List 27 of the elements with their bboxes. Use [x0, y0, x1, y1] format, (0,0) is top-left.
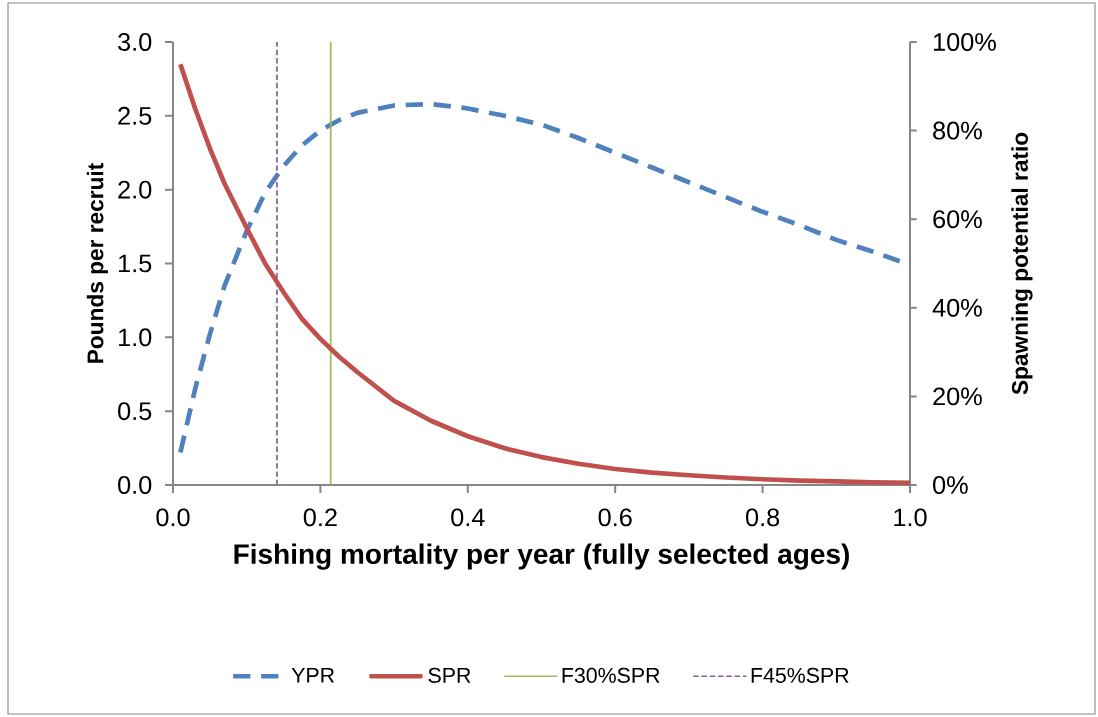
x-tick-label: 0.4: [451, 508, 485, 527]
y-tick-label: 2.0: [118, 180, 152, 199]
x-tick-label: 0.0: [156, 508, 190, 527]
y2-tick-label: 40%: [932, 298, 982, 317]
legend-label: F45%SPR: [751, 667, 849, 683]
y-tick-label: 0.5: [118, 402, 152, 421]
y-tick-label: 1.0: [119, 328, 152, 347]
y2-tick-label: 80%: [933, 121, 982, 140]
y-tick-label: 1.5: [119, 254, 152, 273]
legend-label: SPR: [428, 667, 471, 683]
y-tick-label: 3.0: [118, 33, 152, 51]
x-tick-label: 0.6: [598, 508, 632, 527]
y2-axis-title: Spawning potential ratio: [1011, 132, 1033, 395]
y2-tick-label: 100%: [933, 33, 996, 51]
x-tick-label: 1.0: [894, 508, 927, 527]
x-tick-label: 0.8: [745, 508, 780, 527]
line-series: [178, 61, 913, 486]
legend-label: F30%SPR: [562, 667, 660, 683]
x-axis-title: Fishing mortality per year (fully selected ages): [234, 543, 849, 570]
x-tick-label: 0.2: [303, 508, 337, 527]
y2-tick-label: 60%: [933, 210, 982, 229]
y-axis-title: Pounds per recruit: [86, 163, 108, 363]
y-tick-label: 2.5: [118, 106, 152, 125]
y2-tick-label: 20%: [933, 387, 982, 406]
y2-tick-label: 0%: [933, 476, 968, 494]
legend-label: YPR: [291, 667, 335, 683]
y-tick-label: 0.0: [118, 476, 152, 494]
